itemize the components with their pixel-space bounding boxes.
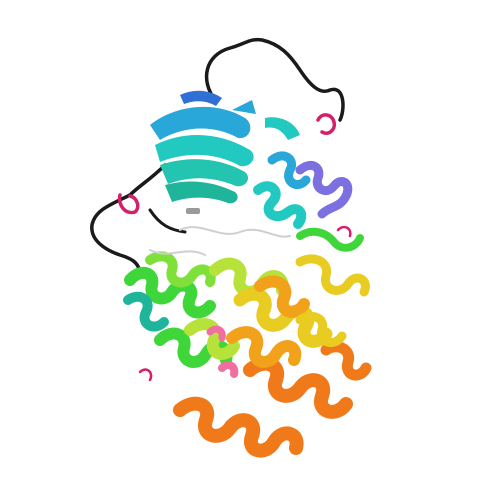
helix-green-left: [123, 251, 216, 332]
helix-yellow-lower: [295, 311, 347, 347]
helix-lower-left: [154, 318, 240, 378]
strand-2: [155, 134, 254, 167]
helix-pink-2: [206, 325, 226, 342]
helix-green-1: [124, 266, 216, 319]
helix-violet-ribbon: [295, 161, 353, 219]
helix-amber: [254, 275, 310, 318]
helix-orange-middle: [243, 356, 353, 419]
helix-orange-bottom: [173, 396, 304, 458]
helix-orange-right: [320, 341, 372, 381]
ligand: [186, 208, 200, 214]
loop-left: [90, 163, 167, 277]
thin-coils: [138, 225, 352, 382]
strand-4: [165, 181, 238, 204]
helix-green-2: [145, 251, 216, 288]
strand-6: [265, 117, 300, 140]
coil-grey-2: [149, 249, 206, 256]
coil-loops: [90, 37, 345, 277]
loop-top: [204, 37, 345, 122]
strand-5: [180, 90, 222, 106]
beta-sheet: [150, 90, 300, 204]
strand-3: [160, 159, 249, 187]
helix-orange: [173, 311, 372, 458]
helix-violet: [267, 151, 353, 219]
loop-right-magenta: [316, 113, 337, 135]
helix-pink: [218, 361, 239, 378]
coil-magenta-small: [138, 368, 153, 382]
strand-1: [150, 106, 251, 140]
coil-magenta-right: [336, 225, 352, 238]
helix-teal: [123, 291, 169, 332]
loop-small: [148, 208, 187, 234]
helix-yellow: [209, 254, 370, 348]
helix-green-lower: [154, 327, 233, 368]
helix-lime-lower: [184, 318, 240, 360]
strand-arrowhead: [232, 100, 256, 114]
loop-left-magenta: [117, 193, 140, 215]
helix-middle: [253, 181, 364, 252]
helix-green-right: [296, 227, 364, 252]
helix-cyan: [253, 181, 307, 229]
ligand-stick: [186, 208, 200, 214]
helix-yellow-right: [295, 254, 370, 297]
helix-amber-lower: [226, 326, 302, 368]
coil-grey-1: [179, 226, 291, 238]
helix-blue-ribbon: [267, 151, 311, 189]
helix-yellow-main: [233, 287, 333, 348]
